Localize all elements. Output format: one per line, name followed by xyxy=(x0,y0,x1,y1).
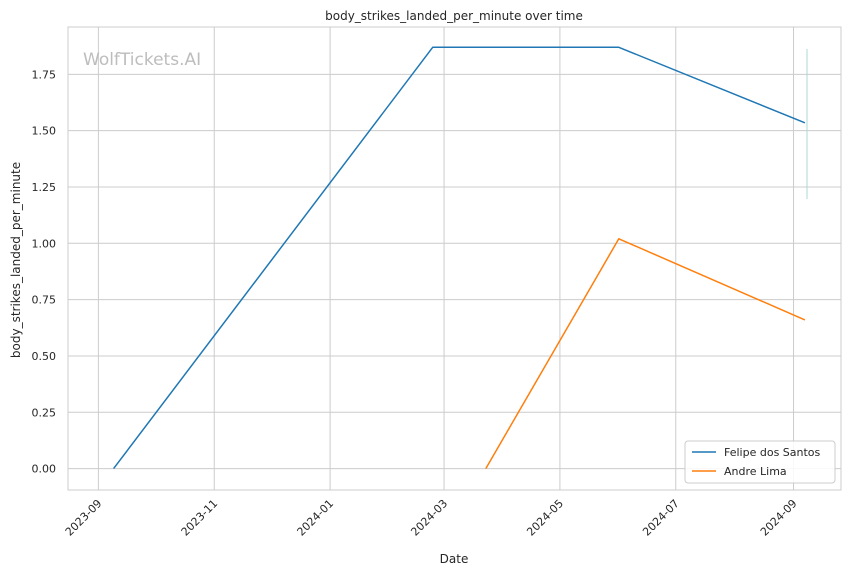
y-tick-label: 1.00 xyxy=(32,237,57,250)
legend-label: Felipe dos Santos xyxy=(724,446,821,459)
series-lines xyxy=(113,46,806,470)
y-tick-label: 0.75 xyxy=(32,294,57,307)
watermark-text: WolfTickets.AI xyxy=(83,50,201,70)
y-tick-label: 1.50 xyxy=(32,125,57,138)
legend-box xyxy=(684,440,836,484)
y-tick-label: 1.75 xyxy=(32,68,57,81)
chart-title: body_strikes_landed_per_minute over time xyxy=(325,9,583,23)
x-axis-label: Date xyxy=(440,552,469,566)
y-axis-label: body_strikes_landed_per_minute xyxy=(9,162,23,358)
y-axis-ticks: 0.00 0.25 0.50 0.75 1.00 1.25 1.50 1.75 xyxy=(32,68,57,475)
y-tick-label: 1.25 xyxy=(32,181,57,194)
series-line-1 xyxy=(485,238,806,469)
series-line-0 xyxy=(113,46,806,470)
legend-label: Andre Lima xyxy=(724,465,787,478)
y-tick-label: 0.00 xyxy=(32,463,57,476)
grid xyxy=(68,27,841,490)
plot-area-frame xyxy=(67,26,842,491)
legend: Felipe dos Santos Andre Lima xyxy=(684,440,836,484)
y-tick-label: 0.25 xyxy=(32,406,57,419)
y-tick-label: 0.50 xyxy=(32,350,57,363)
